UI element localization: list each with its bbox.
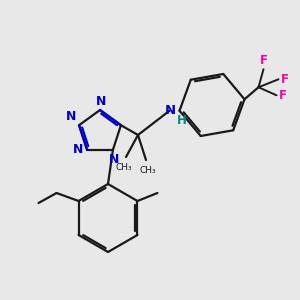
Text: CH₃: CH₃ [140,166,156,175]
Text: N: N [109,153,119,166]
Text: N: N [66,110,76,123]
Text: N: N [73,143,83,156]
Text: F: F [260,54,268,67]
Text: N: N [164,104,175,117]
Text: H: H [177,114,186,127]
Text: F: F [280,73,289,86]
Text: CH₃: CH₃ [116,163,132,172]
Text: N: N [96,95,106,108]
Text: F: F [278,89,286,102]
